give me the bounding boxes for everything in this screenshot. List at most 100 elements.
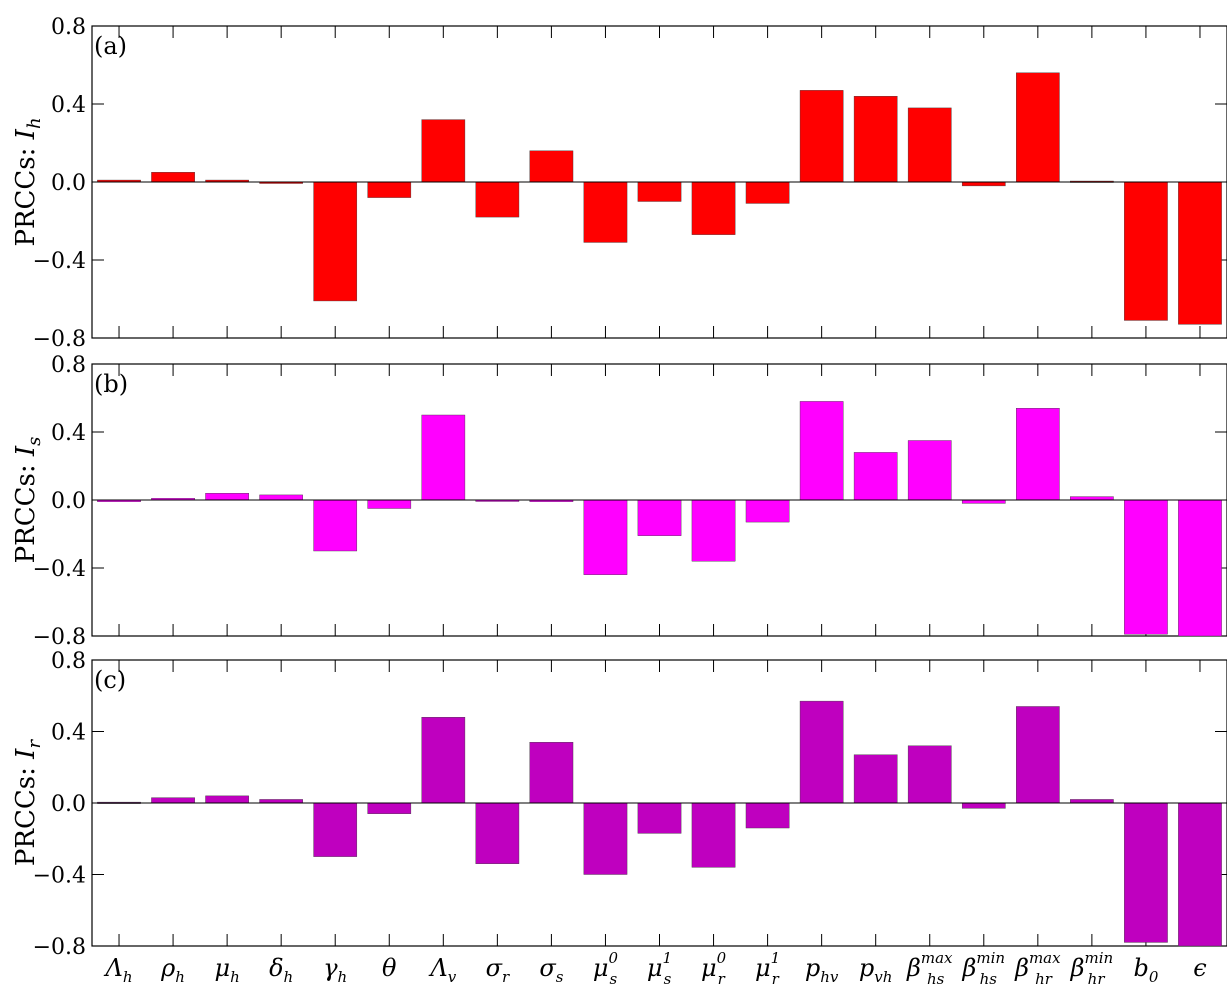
category-label: βmin hs [962, 949, 1006, 988]
bar-2-11 [637, 499, 682, 536]
category-label: Λv [428, 954, 456, 986]
bar-3-12 [691, 802, 736, 868]
y-tick-label: 0.8 [51, 353, 86, 378]
panel-tag: (b) [94, 370, 128, 398]
bar-3-2 [151, 797, 195, 804]
category-label: βmin hr [1070, 949, 1114, 988]
bar-3-18 [1016, 706, 1060, 804]
y-tick-label: 0.4 [51, 421, 86, 446]
bar-3-16 [907, 745, 952, 804]
bar-1-18 [1016, 72, 1060, 183]
bar-1-5 [313, 181, 358, 302]
category-label: μ1 r [755, 949, 780, 988]
bar-3-11 [637, 802, 682, 834]
bar-2-7 [421, 414, 466, 501]
bar-2-15 [853, 452, 898, 501]
bar-2-14 [799, 401, 844, 501]
bar-3-6 [367, 802, 412, 814]
bar-1-8 [475, 181, 520, 218]
category-label: θ [382, 954, 397, 982]
panel-tag: (c) [94, 666, 126, 694]
bar-3-17 [961, 802, 1006, 809]
bar-3-13 [745, 802, 790, 829]
category-label: σr [486, 954, 510, 986]
y-axis-label: PRCCs: Is [11, 437, 45, 564]
y-tick-label: 0.8 [51, 649, 86, 674]
bar-3-20 [1124, 802, 1168, 943]
bar-3-10 [583, 802, 628, 875]
chart-panels: 0.8 0.4 0.0 −0.4 −0.8 (a) PRCCs: Ih 0.8 0.4 0.0 −0… [11, 15, 1227, 960]
panel-tag: (a) [94, 32, 127, 60]
category-label: γh [323, 954, 347, 986]
category-label: βmax hs [906, 949, 953, 988]
bar-2-6 [367, 499, 412, 509]
panel-2: 0.8 0.4 0.0 −0.4 −0.8 (b) PRCCs: Is [11, 353, 1227, 650]
y-tick-label: −0.4 [33, 557, 86, 582]
bar-2-20 [1124, 499, 1168, 635]
y-axis-label: PRCCs: Ir [11, 739, 45, 867]
bar-3-9 [529, 742, 574, 804]
bar-1-21 [1178, 181, 1222, 325]
bar-1-7 [421, 119, 466, 183]
bar-1-2 [151, 172, 195, 183]
bar-1-9 [529, 150, 574, 183]
y-tick-label: −0.8 [33, 327, 86, 352]
bar-1-17 [961, 181, 1006, 187]
bar-1-20 [1124, 181, 1168, 321]
bar-1-11 [637, 181, 682, 202]
bar-3-4 [259, 799, 303, 804]
bar-2-17 [961, 499, 1006, 504]
y-tick-label: −0.8 [33, 935, 86, 960]
y-tick-label: 0.0 [51, 489, 86, 514]
bar-1-6 [367, 181, 412, 198]
y-axis-label: PRCCs: Ih [11, 117, 45, 246]
category-label: μh [214, 954, 239, 986]
bar-1-14 [799, 90, 844, 183]
bar-3-15 [853, 754, 898, 804]
bar-3-8 [475, 802, 520, 864]
y-tick-label: 0.0 [51, 171, 86, 196]
bar-3-19 [1070, 799, 1114, 804]
bar-2-10 [583, 499, 628, 576]
y-tick-label: 0.4 [51, 721, 86, 746]
category-axis-labels: Λh ρh μh δh γh θ Λv σr σs μ0 s μ1 s μ0 r μ1 r phv pvh βmax h… [104, 949, 1207, 988]
bar-2-18 [1016, 408, 1060, 501]
bar-2-13 [745, 499, 790, 523]
category-label: pvh [859, 954, 893, 986]
category-label: ϵ [1193, 954, 1206, 982]
y-tick-label: −0.8 [33, 625, 86, 650]
bar-2-12 [691, 499, 736, 562]
bar-3-5 [313, 802, 358, 857]
category-label: Λh [104, 954, 133, 986]
bar-2-16 [907, 440, 952, 501]
category-label: μ0 r [701, 949, 727, 988]
bar-1-16 [907, 107, 952, 183]
category-label: σs [539, 954, 563, 986]
bar-1-10 [583, 181, 628, 243]
bar-1-13 [745, 181, 790, 204]
bar-2-21 [1178, 499, 1222, 637]
y-tick-label: 0.8 [51, 15, 86, 40]
y-tick-label: 0.0 [51, 792, 86, 817]
category-label: μ0 s [593, 949, 619, 988]
category-label: δh [269, 954, 293, 986]
bar-2-19 [1070, 496, 1114, 501]
bar-1-15 [853, 95, 898, 183]
category-label: phv [805, 954, 839, 986]
bar-2-4 [259, 494, 303, 501]
bar-2-5 [313, 499, 358, 552]
panel-3: 0.8 0.4 0.0 −0.4 −0.8 (c) PRCCs: Ir [11, 649, 1227, 960]
category-label: βmax hr [1014, 949, 1061, 988]
bar-3-3 [205, 795, 249, 804]
bar-2-3 [205, 493, 249, 501]
bar-3-21 [1178, 802, 1222, 947]
category-label: μ1 s [647, 949, 672, 988]
bar-3-14 [799, 700, 844, 804]
bar-3-7 [421, 717, 466, 804]
y-tick-label: 0.4 [51, 93, 86, 118]
panel-1: 0.8 0.4 0.0 −0.4 −0.8 (a) PRCCs: Ih [11, 15, 1227, 352]
category-label: b0 [1133, 954, 1158, 986]
category-label: ρh [160, 954, 185, 986]
bar-1-12 [691, 181, 736, 235]
